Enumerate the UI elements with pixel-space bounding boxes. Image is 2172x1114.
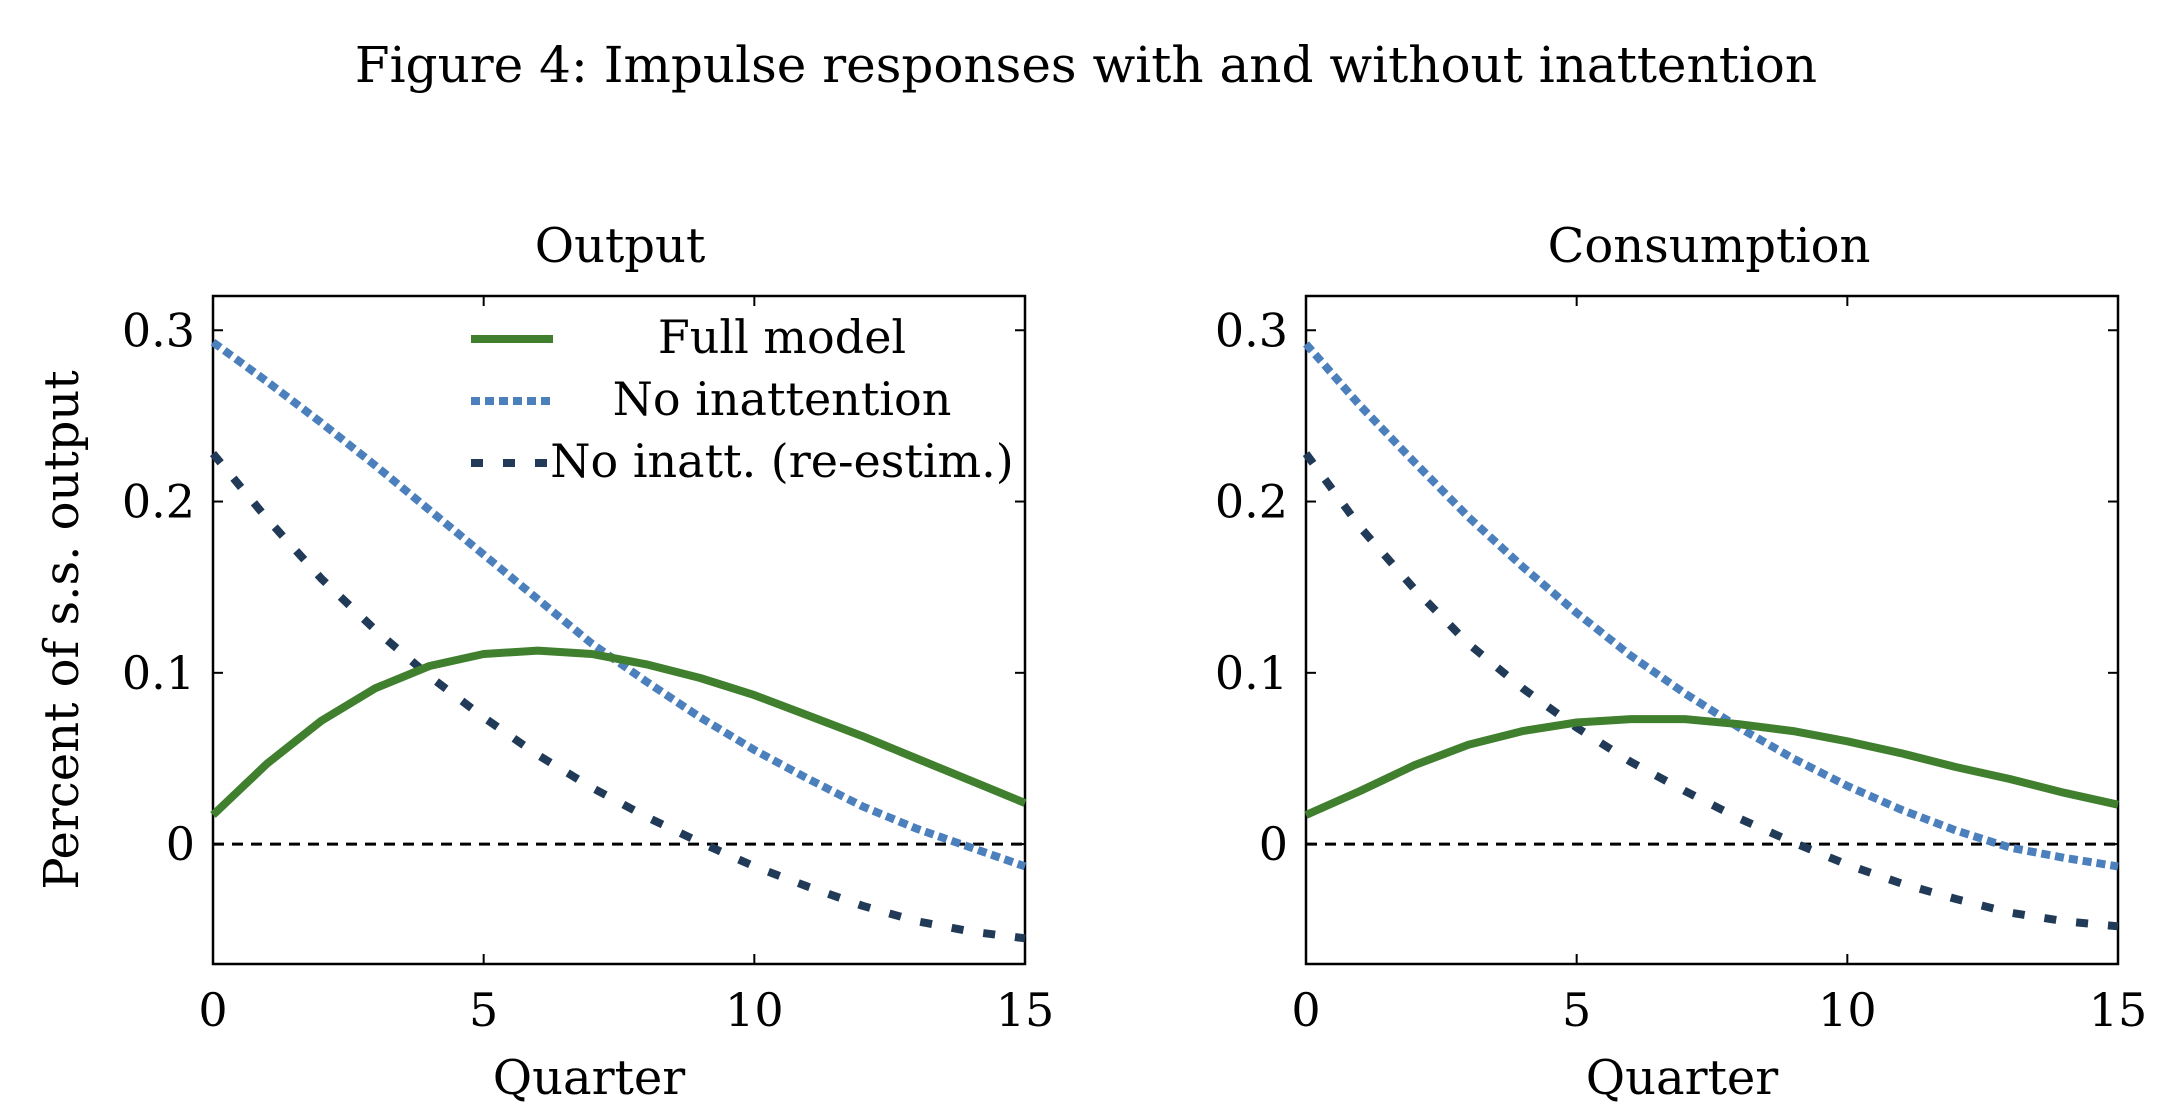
output-series-full-model <box>210 646 1027 818</box>
output-y-tick-label: 0.1 <box>122 646 195 700</box>
legend-label-full-model: Full model <box>658 310 906 364</box>
consumption-panel-title: Consumption <box>1548 218 1871 274</box>
consumption-x-axis-label: Quarter <box>1586 1050 1779 1106</box>
consumption-y-tick-label: 0.3 <box>1215 303 1288 357</box>
output-x-axis-label: Quarter <box>493 1050 686 1106</box>
output-y-tick-label: 0 <box>166 817 195 871</box>
consumption-series-no-inatt-reestim <box>1302 451 2119 931</box>
consumption-x-tick-label: 10 <box>1818 983 1877 1037</box>
output-plot-frame <box>211 294 1027 966</box>
consumption-y-tick-label: 0.1 <box>1215 646 1288 700</box>
consumption-x-tick-label: 0 <box>1291 983 1320 1037</box>
consumption-x-tick-label: 15 <box>2089 983 2148 1037</box>
output-panel: Output 0 5 10 15 0 0.1 0.2 0.3 Quarter Percent … <box>34 218 1054 1106</box>
output-y-tick-label: 0.2 <box>122 475 195 529</box>
legend: Full model No inattention No inatt. (re-… <box>471 310 1014 488</box>
consumption-y-tick-label: 0 <box>1259 817 1288 871</box>
figure-title: Figure 4: Impulse responses with and wit… <box>355 36 1817 94</box>
output-x-tick-label: 15 <box>996 983 1055 1037</box>
consumption-panel: Consumption 0 5 10 15 0 0.1 0.2 0.3 Quarter <box>1215 218 2147 1106</box>
output-x-tick-label: 5 <box>469 983 498 1037</box>
consumption-y-tick-label: 0.2 <box>1215 475 1288 529</box>
output-panel-title: Output <box>535 218 705 274</box>
consumption-x-tick-label: 5 <box>1562 983 1591 1037</box>
legend-label-no-inatt-reestim: No inatt. (re-estim.) <box>550 434 1013 488</box>
consumption-plot-frame <box>1304 294 2120 966</box>
consumption-series-full-model <box>1304 715 2119 819</box>
output-series-no-inattention <box>210 338 1027 871</box>
consumption-series-no-inattention <box>1302 341 2119 871</box>
output-y-tick-label: 0.3 <box>122 303 195 357</box>
y-axis-label: Percent of s.s. output <box>34 370 90 889</box>
output-series-no-inatt-reestim <box>209 451 1026 943</box>
legend-label-no-inattention: No inattention <box>613 372 952 426</box>
output-x-tick-label: 10 <box>725 983 784 1037</box>
output-x-tick-label: 0 <box>198 983 227 1037</box>
